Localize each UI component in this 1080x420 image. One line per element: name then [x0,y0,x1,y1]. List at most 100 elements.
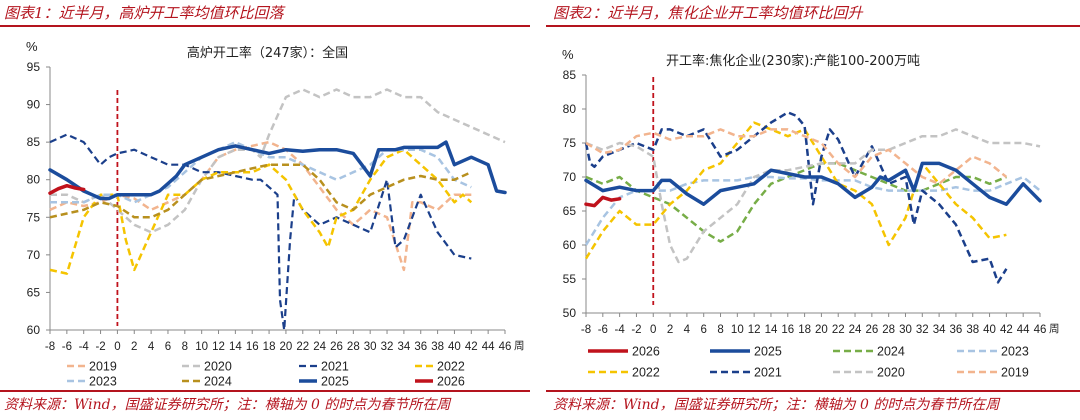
left-x-tick-label: -6 [62,341,72,353]
left-x-tick-label: -2 [95,341,105,353]
left-x-tick-label: 24 [313,341,326,353]
right-y-tick-label: 75 [563,136,577,150]
left-legend-label-2022: 2022 [437,360,465,374]
right-chart-title: 开工率:焦化企业(230家):产能100-200万吨 [666,53,920,69]
left-x-tick-label: 14 [229,341,242,353]
left-y-tick-label: 80 [27,173,41,187]
left-figure-header: 图表1：近半月，高炉开工率均值环比回落 [4,4,284,22]
left-chart-title: 高炉开工率（247家）：全国 [187,45,348,61]
right-x-tick-label: -2 [631,324,641,336]
left-legend-label-2020: 2020 [204,360,232,374]
right-y-tick-label: 60 [563,238,577,252]
right-bottom-rule [546,390,1080,392]
right-x-tick-label: 42 [1000,324,1013,336]
left-x-tick-label: 6 [165,341,171,353]
left-bottom-rule [0,390,530,392]
left-y-tick-label: 75 [27,210,41,224]
left-y-tick-label: 95 [27,60,41,74]
left-y-unit-label: % [26,39,38,54]
left-legend-label-2024: 2024 [204,375,232,389]
right-x-tick-label: -4 [615,324,626,336]
right-x-tick-label: 16 [781,324,794,336]
right-legend-label-2019: 2019 [1001,366,1029,380]
right-x-tick-label: 34 [933,324,946,336]
right-x-tick-label: 12 [748,324,761,336]
right-y-tick-label: 50 [563,306,577,320]
left-x-tick-label: -8 [45,341,55,353]
left-x-tick-label: 42 [465,341,478,353]
right-x-tick-label: 24 [849,324,862,336]
left-x-tick-label: 30 [364,341,377,353]
left-x-unit-label: 周 [514,340,525,352]
right-x-tick-label: -6 [598,324,608,336]
right-x-tick-label: -8 [581,324,591,336]
left-x-tick-label: 4 [148,341,155,353]
left-x-tick-label: 44 [482,341,495,353]
right-series-line-2019 [585,128,1008,186]
right-y-tick-label: 55 [563,272,577,286]
left-x-tick-label: 2 [131,341,137,353]
left-series-line-2020 [50,88,506,234]
right-x-unit-label: 周 [1049,323,1060,335]
right-x-tick-label: 32 [916,324,929,336]
left-x-tick-label: 46 [499,341,512,353]
right-y-tick-label: 85 [563,68,577,82]
right-x-tick-label: 46 [1034,324,1047,336]
right-x-tick-label: 4 [684,324,691,336]
right-x-tick-label: 26 [865,324,878,336]
left-legend-label-2019: 2019 [89,360,117,374]
right-series-line-2025 [584,161,1042,206]
right-x-tick-label: 0 [650,324,656,336]
right-x-tick-label: 18 [798,324,811,336]
left-x-tick-label: 22 [296,341,309,353]
right-series-line-2020 [585,128,1041,264]
right-x-tick-label: 36 [950,324,963,336]
right-series-line-2026 [584,195,622,208]
right-x-tick-label: 28 [882,324,895,336]
left-x-tick-label: 8 [182,341,188,353]
left-y-tick-label: 65 [27,285,41,299]
right-legend-label-2026: 2026 [632,345,660,359]
right-header-rule [546,25,1080,27]
left-legend-label-2026: 2026 [437,375,465,389]
left-series-line-2022 [49,148,473,275]
right-legend-label-2024: 2024 [877,345,905,359]
left-x-tick-label: -4 [79,341,90,353]
right-x-tick-label: 22 [832,324,845,336]
right-legend-label-2025: 2025 [754,345,782,359]
left-x-tick-label: 38 [431,341,444,353]
left-x-tick-label: 40 [448,341,461,353]
right-x-tick-label: 30 [899,324,912,336]
right-series-line-2024 [585,162,1007,243]
left-legend-label-2025: 2025 [321,375,349,389]
left-legend-label-2023: 2023 [89,375,117,389]
left-x-tick-label: 16 [246,341,259,353]
left-x-tick-label: 26 [330,341,343,353]
left-x-tick-label: 36 [414,341,427,353]
left-y-tick-label: 85 [27,135,41,149]
right-legend-label-2021: 2021 [754,366,782,380]
right-source-note: 资料来源：Wind，国盛证券研究所；注：横轴为 0 的时点为春节所在周 [553,397,1000,413]
right-x-tick-label: 44 [1017,324,1030,336]
right-y-tick-label: 70 [563,170,577,184]
left-y-tick-label: 60 [27,323,41,337]
right-series-line-2023 [584,175,1041,246]
left-series-line-2024 [49,163,472,219]
right-legend-label-2022: 2022 [632,366,660,380]
right-x-tick-label: 38 [966,324,979,336]
right-x-tick-label: 6 [701,324,707,336]
right-y-tick-label: 80 [563,102,577,116]
right-y-tick-label: 65 [563,204,577,218]
left-y-tick-label: 70 [27,248,41,262]
right-series-line-2021 [584,111,1008,284]
left-x-tick-label: 12 [212,341,225,353]
right-x-tick-label: 14 [765,324,778,336]
right-y-unit-label: % [562,47,574,62]
right-figure-header: 图表2：近半月，焦化企业开工率均值环比回升 [553,4,863,22]
left-x-tick-label: 0 [114,341,120,353]
right-x-tick-label: 20 [815,324,828,336]
left-x-tick-label: 34 [397,341,410,353]
left-source-note: 资料来源：Wind，国盛证券研究所；注：横轴为 0 的时点为春节所在周 [4,397,451,413]
